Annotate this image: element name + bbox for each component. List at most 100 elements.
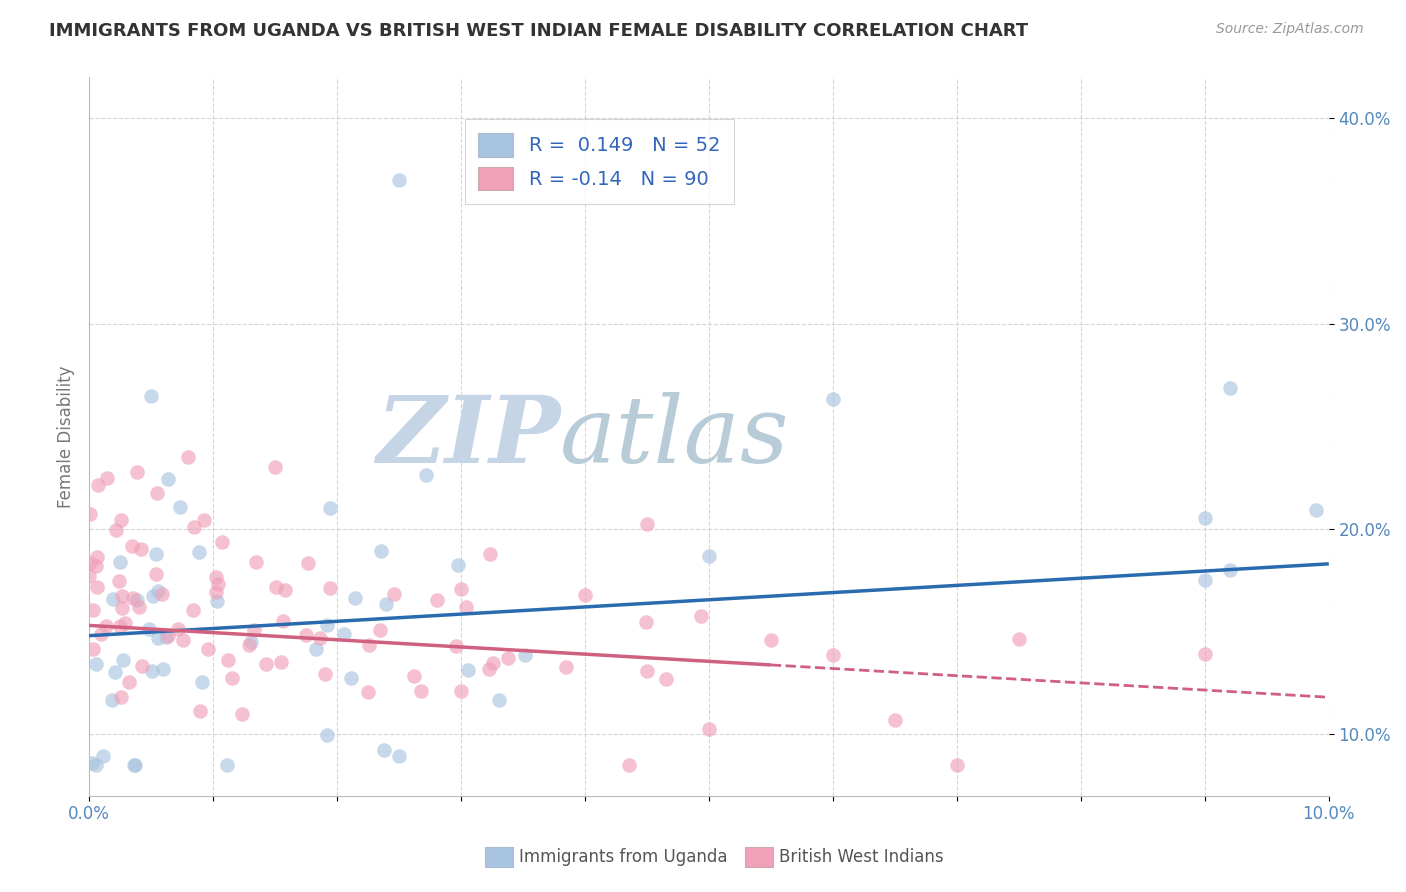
Point: [245, 556, 267, 570]
Point: [239, 635, 262, 649]
Point: [357, 639, 380, 653]
Point: [110, 513, 132, 527]
Point: [197, 642, 219, 657]
Point: [375, 597, 398, 611]
Point: [759, 633, 782, 648]
Point: [319, 581, 342, 595]
Y-axis label: Female Disability: Female Disability: [58, 366, 75, 508]
Point: [77, 569, 100, 583]
Point: [634, 615, 657, 629]
Point: [446, 558, 468, 573]
Point: [314, 667, 336, 681]
Point: [94, 618, 117, 632]
Point: [339, 672, 361, 686]
Point: [101, 693, 124, 707]
Point: [1219, 563, 1241, 577]
Point: [193, 513, 215, 527]
Point: [80, 756, 103, 771]
Point: [271, 614, 294, 628]
Legend: R =  0.149   N = 52, R = -0.14   N = 90: R = 0.149 N = 52, R = -0.14 N = 90: [464, 120, 734, 204]
Point: [309, 632, 332, 646]
Point: [636, 517, 658, 532]
Point: [1194, 511, 1216, 525]
Point: [373, 743, 395, 757]
Point: [425, 593, 447, 607]
Point: [1008, 632, 1031, 646]
Point: [121, 591, 143, 606]
Point: [187, 545, 209, 559]
Text: IMMIGRANTS FROM UGANDA VS BRITISH WEST INDIAN FEMALE DISABILITY CORRELATION CHAR: IMMIGRANTS FROM UGANDA VS BRITISH WEST I…: [49, 22, 1028, 40]
Point: [146, 584, 169, 599]
Point: [183, 520, 205, 534]
Point: [295, 628, 318, 642]
Point: [121, 539, 143, 553]
Point: [555, 659, 578, 673]
Point: [368, 623, 391, 637]
Point: [141, 664, 163, 678]
Point: [110, 619, 132, 633]
Point: [86, 758, 108, 772]
Point: [146, 631, 169, 645]
Point: [1194, 573, 1216, 587]
Point: [157, 629, 180, 643]
Point: [411, 684, 433, 698]
Point: [124, 758, 146, 772]
Point: [156, 472, 179, 486]
Point: [131, 658, 153, 673]
Point: [316, 618, 339, 632]
Point: [90, 627, 112, 641]
Point: [96, 471, 118, 485]
Point: [215, 758, 238, 772]
Point: [84, 559, 107, 574]
Point: [138, 622, 160, 636]
Point: [188, 705, 211, 719]
Point: [450, 684, 472, 698]
Point: [821, 648, 844, 662]
Point: [217, 653, 239, 667]
Point: [91, 749, 114, 764]
Point: [319, 500, 342, 515]
Point: [454, 599, 477, 614]
Point: [172, 633, 194, 648]
Point: [574, 588, 596, 602]
Point: [207, 577, 229, 591]
Point: [243, 623, 266, 637]
Point: [254, 657, 277, 672]
Point: [446, 640, 468, 654]
Point: [111, 589, 134, 603]
Point: [1305, 503, 1327, 517]
Text: atlas: atlas: [560, 392, 790, 482]
Point: [697, 549, 720, 563]
Point: [488, 692, 510, 706]
Point: [457, 663, 479, 677]
Point: [264, 460, 287, 475]
Point: [357, 685, 380, 699]
Point: [370, 544, 392, 558]
Point: [79, 556, 101, 570]
Point: [111, 653, 134, 667]
Text: ZIP: ZIP: [375, 392, 560, 482]
Point: [84, 657, 107, 671]
Point: [1194, 647, 1216, 661]
Point: [108, 574, 131, 588]
Point: [343, 591, 366, 605]
Point: [388, 748, 411, 763]
Point: [297, 557, 319, 571]
Point: [388, 173, 411, 187]
Point: [883, 713, 905, 727]
Point: [415, 467, 437, 482]
Point: [481, 657, 503, 671]
Point: [221, 671, 243, 685]
Point: [636, 665, 658, 679]
Point: [498, 650, 520, 665]
Point: [122, 758, 145, 772]
Point: [104, 665, 127, 679]
Point: [152, 662, 174, 676]
Point: [619, 758, 641, 772]
Point: [231, 706, 253, 721]
Point: [450, 582, 472, 597]
Point: [87, 477, 110, 491]
Point: [125, 466, 148, 480]
Point: [82, 603, 104, 617]
Point: [117, 674, 139, 689]
